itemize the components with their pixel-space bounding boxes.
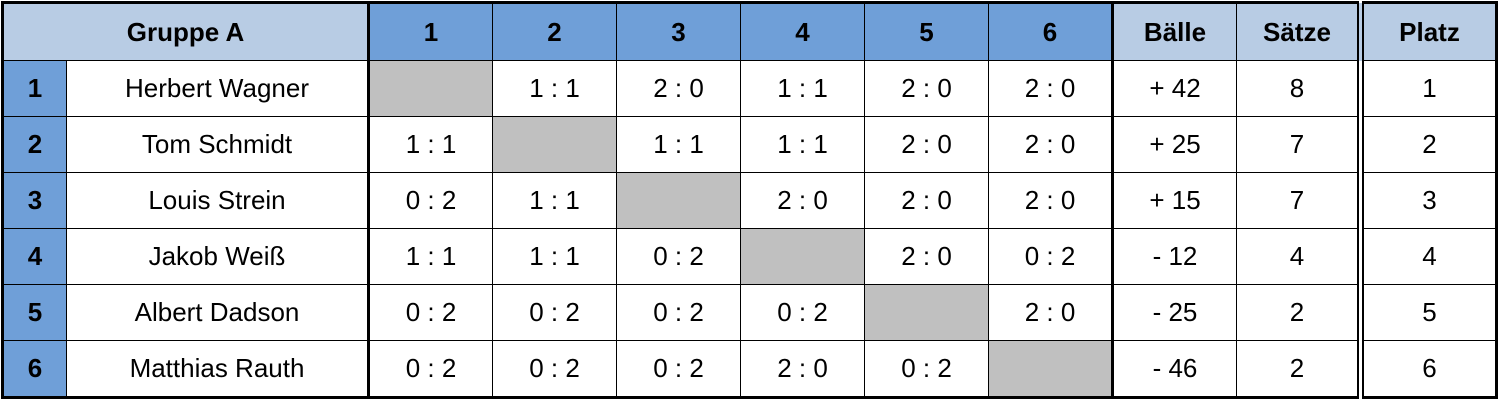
player-name: Tom Schmidt [66,116,369,173]
column-header: Platz [1357,2,1497,61]
match-result: 2 : 0 [740,172,865,229]
player-name: Jakob Weiß [66,228,369,285]
sets: 4 [1236,228,1361,285]
sets: 2 [1236,284,1361,341]
match-result: 2 : 0 [616,60,741,117]
match-result: 1 : 1 [367,116,493,173]
match-result: 1 : 1 [492,172,617,229]
match-result: 1 : 1 [740,60,865,117]
column-header: 6 [988,2,1114,61]
empty-cell [492,116,617,173]
match-result: 0 : 2 [864,340,989,398]
match-result: 2 : 0 [864,228,989,285]
empty-cell [367,60,493,117]
match-result: 0 : 2 [616,228,741,285]
column-header: 4 [740,2,865,61]
match-result: 1 : 1 [492,60,617,117]
balls: + 15 [1112,172,1237,229]
empty-cell [988,340,1114,398]
empty-cell [740,228,865,285]
match-result: 0 : 2 [367,340,493,398]
player-name: Albert Dadson [66,284,369,341]
rank: 1 [1357,60,1497,117]
group-title: Gruppe A [2,2,369,61]
row-number: 1 [2,60,67,117]
row-number: 6 [2,340,67,398]
column-header: 2 [492,2,617,61]
match-result: 0 : 2 [367,172,493,229]
rank: 5 [1357,284,1497,341]
row-number: 3 [2,172,67,229]
match-result: 2 : 0 [988,60,1114,117]
match-result: 2 : 0 [740,340,865,398]
row-number: 5 [2,284,67,341]
match-result: 1 : 1 [616,116,741,173]
player-name: Louis Strein [66,172,369,229]
table-row: Gruppe A 1 2 3 4 5 6 Bälle Sätze Platz [2,2,1497,61]
rank: 3 [1357,172,1497,229]
sets: 7 [1236,172,1361,229]
match-result: 0 : 2 [988,228,1114,285]
match-result: 0 : 2 [367,284,493,341]
match-result: 0 : 2 [616,340,741,398]
sets: 7 [1236,116,1361,173]
match-result: 2 : 0 [864,172,989,229]
sets: 2 [1236,340,1361,398]
balls: - 46 [1112,340,1237,398]
match-result: 2 : 0 [864,116,989,173]
match-result: 1 : 1 [492,228,617,285]
row-number: 4 [2,228,67,285]
empty-cell [864,284,989,341]
match-result: 0 : 2 [616,284,741,341]
match-result: 0 : 2 [492,284,617,341]
row-number: 2 [2,116,67,173]
match-result: 2 : 0 [988,284,1114,341]
match-result: 1 : 1 [740,116,865,173]
column-header: 5 [864,2,989,61]
rank: 4 [1357,228,1497,285]
player-name: Herbert Wagner [66,60,369,117]
match-result: 2 : 0 [864,60,989,117]
column-header: 1 [367,2,493,61]
column-header: 3 [616,2,741,61]
balls: - 12 [1112,228,1237,285]
column-header: Sätze [1236,2,1361,61]
match-result: 2 : 0 [988,172,1114,229]
column-header: Bälle [1112,2,1237,61]
sets: 8 [1236,60,1361,117]
rank: 6 [1357,340,1497,398]
match-result: 0 : 2 [492,340,617,398]
player-name: Matthias Rauth [66,340,369,398]
balls: + 25 [1112,116,1237,173]
balls: + 42 [1112,60,1237,117]
rank: 2 [1357,116,1497,173]
match-result: 2 : 0 [988,116,1114,173]
empty-cell [616,172,741,229]
balls: - 25 [1112,284,1237,341]
match-result: 0 : 2 [740,284,865,341]
table-body: Gruppe A 1 2 3 4 5 6 Bälle Sätze Platz 1 Herbert Wa… [2,2,1497,398]
match-result: 1 : 1 [367,228,493,285]
